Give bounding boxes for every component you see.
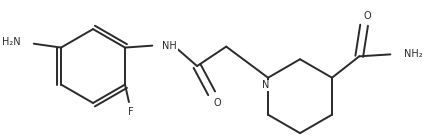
Text: NH₂: NH₂: [404, 49, 422, 59]
Text: O: O: [363, 10, 371, 21]
Text: N: N: [262, 81, 270, 90]
Text: O: O: [214, 98, 221, 108]
Text: N: N: [262, 81, 270, 90]
Text: NH: NH: [162, 41, 177, 51]
Text: F: F: [128, 107, 134, 117]
Text: H₂N: H₂N: [2, 37, 20, 47]
